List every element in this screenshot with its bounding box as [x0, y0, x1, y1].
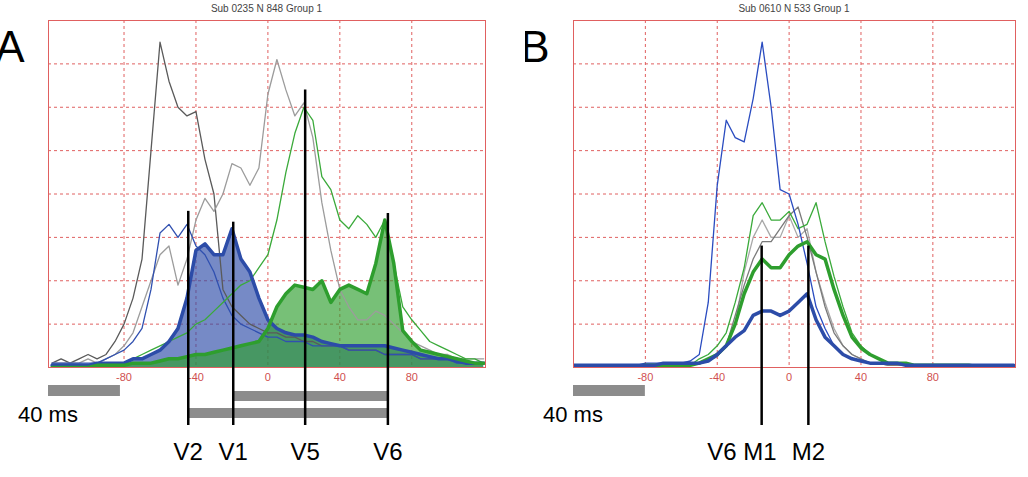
svg-text:40 ms: 40 ms — [18, 402, 78, 427]
svg-text:V6 M1: V6 M1 — [707, 438, 776, 465]
svg-text:40: 40 — [855, 371, 867, 383]
svg-text:V2: V2 — [174, 438, 203, 465]
svg-text:80: 80 — [927, 371, 939, 383]
svg-text:A: A — [0, 22, 25, 71]
svg-text:-80: -80 — [116, 371, 132, 383]
svg-text:0: 0 — [265, 371, 271, 383]
svg-text:B: B — [525, 22, 550, 71]
svg-text:M2: M2 — [792, 438, 825, 465]
svg-text:V5: V5 — [290, 438, 319, 465]
svg-text:0: 0 — [786, 371, 792, 383]
svg-text:V1: V1 — [219, 438, 248, 465]
svg-text:40: 40 — [334, 371, 346, 383]
svg-text:80: 80 — [406, 371, 418, 383]
svg-text:V6: V6 — [373, 438, 402, 465]
svg-text:Sub 0235 N 848 Group 1: Sub 0235 N 848 Group 1 — [211, 3, 323, 14]
svg-text:Sub 0610 N 533 Group 1: Sub 0610 N 533 Group 1 — [738, 3, 850, 14]
svg-text:-40: -40 — [188, 371, 204, 383]
svg-text:40 ms: 40 ms — [543, 402, 603, 427]
svg-text:-40: -40 — [709, 371, 725, 383]
svg-text:-80: -80 — [637, 371, 653, 383]
